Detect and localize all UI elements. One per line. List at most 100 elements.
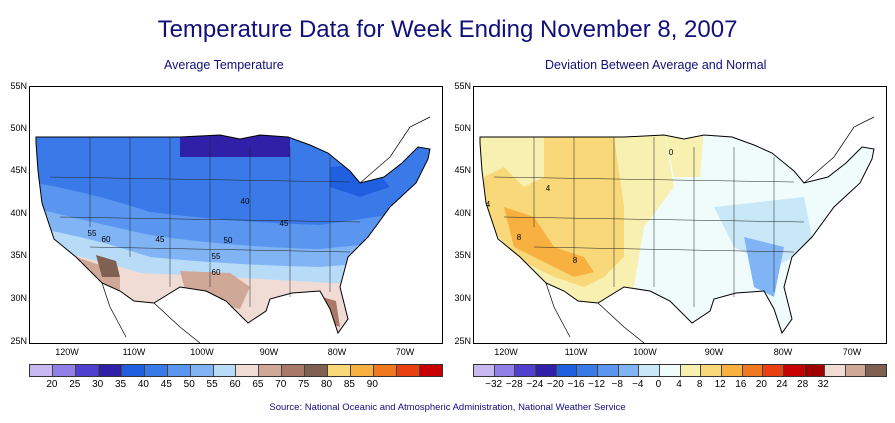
lon-label: 120W: [494, 347, 518, 357]
colorbar-label: 12: [714, 379, 726, 390]
colorbar-label: 85: [343, 379, 355, 390]
colorbar-swatch: [659, 365, 681, 376]
colorbar-label: 55: [206, 379, 218, 390]
colorbar-label: 60: [229, 379, 241, 390]
colorbar-swatch: [783, 365, 805, 376]
lon-label: 100W: [633, 347, 657, 357]
temperature-deviation-map: 0 4 4 8 8: [473, 86, 887, 344]
colorbar-swatch: [535, 365, 557, 376]
colorbar-label: 4: [676, 379, 682, 390]
lon-label: 90W: [259, 347, 279, 357]
lat-label: 50N: [10, 123, 27, 133]
lat-label: 45N: [454, 165, 471, 175]
colorbar-swatch: [144, 365, 168, 376]
colorbar-swatch: [701, 365, 722, 376]
lat-label: 30N: [454, 293, 471, 303]
source-note: Source: National Oceanic and Atmospheric…: [269, 402, 626, 413]
lon-label: 90W: [704, 347, 724, 357]
lon-label: 100W: [190, 347, 214, 357]
colorbar-swatch: [845, 365, 867, 376]
colorbar-label: 50: [183, 379, 195, 390]
colorbar-swatch: [121, 365, 145, 376]
lon-label: 70W: [395, 347, 415, 357]
colorbar-swatch: [597, 365, 619, 376]
lat-label: 25N: [454, 336, 471, 346]
colorbar-swatch: [98, 365, 122, 376]
colorbar-swatch: [374, 365, 397, 376]
lat-label: 40N: [454, 208, 471, 218]
colorbar-swatch: [305, 365, 329, 376]
colorbar-swatch: [474, 365, 495, 376]
colorbar-label: 28: [797, 379, 809, 390]
colorbar-swatch: [282, 365, 306, 376]
page-title: Temperature Data for Week Ending Novembe…: [157, 16, 738, 43]
lat-label: 55N: [454, 81, 471, 91]
colorbar-label: −12: [588, 379, 606, 390]
deviation-colorbar: [473, 364, 887, 377]
contour-label: 8: [517, 233, 522, 242]
contour-label: 60: [102, 235, 111, 244]
contour-label: 0: [669, 148, 674, 157]
colorbar-swatch: [515, 365, 536, 376]
contour-label: 60: [212, 268, 221, 277]
lon-label: 80W: [327, 347, 347, 357]
contour-label: 40: [241, 197, 250, 206]
lon-label: 70W: [842, 347, 862, 357]
lon-label: 110W: [564, 347, 588, 357]
colorbar-label: 65: [252, 379, 264, 390]
contour-label: 4: [546, 184, 551, 193]
left-map-subtitle: Average Temperature: [164, 58, 284, 72]
colorbar-label: 0: [655, 379, 662, 390]
lon-label: 80W: [773, 347, 793, 357]
contour-label: 45: [156, 235, 165, 244]
colorbar-label: 24: [776, 379, 788, 390]
colorbar-swatch: [680, 365, 702, 376]
lat-label: 55N: [10, 81, 27, 91]
contour-label: 4: [486, 200, 491, 209]
colorbar-label: 25: [69, 379, 81, 390]
colorbar-swatch: [556, 365, 578, 376]
colorbar-label: −32: [485, 379, 503, 390]
contour-label: 55: [88, 229, 97, 238]
colorbar-swatch: [494, 365, 516, 376]
colorbar-label: 80: [320, 379, 333, 390]
colorbar-swatch: [351, 365, 375, 376]
colorbar-label: 30: [92, 379, 104, 390]
colorbar-swatch: [742, 365, 764, 376]
colorbar-swatch: [30, 365, 53, 376]
colorbar-label: 35: [114, 379, 127, 390]
colorbar-swatch: [52, 365, 76, 376]
colorbar-label: 40: [137, 379, 149, 390]
colorbar-swatch: [721, 365, 743, 376]
colorbar-swatch: [167, 365, 191, 376]
right-map-subtitle: Deviation Between Average and Normal: [545, 58, 767, 72]
colorbar-label: 20: [46, 379, 58, 390]
lat-label: 40N: [10, 208, 27, 218]
contour-label: 8: [573, 256, 578, 265]
colorbar-swatch: [328, 365, 352, 376]
contour-label: 50: [224, 236, 233, 245]
lat-label: 35N: [454, 250, 471, 260]
colorbar-label: −28: [505, 379, 523, 390]
colorbar-swatch: [639, 365, 660, 376]
colorbar-swatch: [213, 365, 237, 376]
lat-label: 45N: [10, 165, 27, 175]
colorbar-label: 70: [275, 379, 287, 390]
contour-label: 45: [280, 219, 289, 228]
colorbar-label: −8: [611, 379, 623, 390]
lat-label: 50N: [454, 123, 471, 133]
colorbar-swatch: [577, 365, 598, 376]
lat-label: 35N: [10, 250, 27, 260]
contour-label: 55: [212, 252, 221, 261]
colorbar-label: −4: [632, 379, 644, 390]
colorbar-label: −20: [546, 379, 564, 390]
colorbar-swatch: [75, 365, 99, 376]
colorbar-swatch: [866, 365, 887, 376]
colorbar-label: 32: [817, 379, 829, 390]
lon-label: 120W: [55, 347, 79, 357]
average-temperature-colorbar: [29, 364, 443, 377]
lon-label: 110W: [122, 347, 146, 357]
colorbar-swatch: [825, 365, 846, 376]
colorbar-label: 8: [696, 379, 703, 390]
colorbar-swatch: [804, 365, 826, 376]
